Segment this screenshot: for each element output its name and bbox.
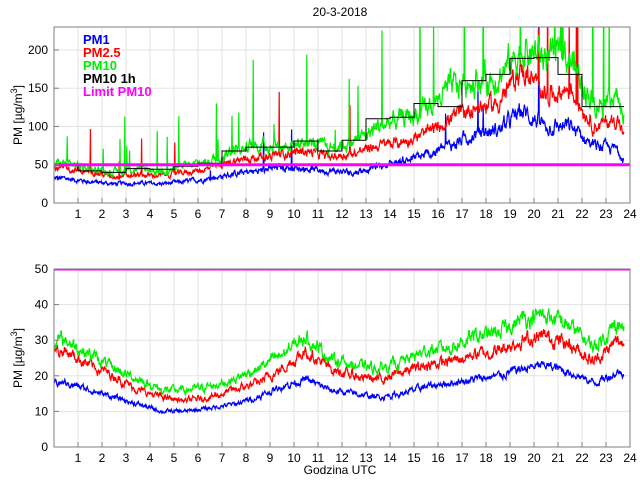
x-tick-label: 24: [623, 451, 637, 465]
x-tick-label: 16: [431, 207, 445, 221]
series-line-pm25: [54, 329, 625, 405]
x-tick-label: 10: [287, 451, 301, 465]
y-tick-label: 0: [41, 196, 48, 210]
x-tick-label: 9: [267, 207, 274, 221]
y-tick-label: 100: [28, 119, 48, 133]
x-tick-label: 1: [75, 451, 82, 465]
x-tick-label: 11: [312, 207, 325, 221]
x-tick-label: 11: [312, 451, 325, 465]
y-tick-label: 50: [35, 158, 49, 172]
x-tick-label: 2: [99, 451, 106, 465]
y-tick-label: 20: [35, 369, 49, 383]
x-tick-label: 3: [123, 451, 130, 465]
x-tick-label: 17: [455, 451, 469, 465]
x-tick-label: 4: [147, 451, 154, 465]
chart-title: 20-3-2018: [313, 5, 368, 19]
y-tick-label: 40: [35, 298, 49, 312]
legend-pm10: PM10: [83, 58, 117, 73]
x-tick-label: 18: [479, 451, 493, 465]
y-tick-label: 200: [28, 43, 48, 57]
x-tick-label: 8: [243, 451, 250, 465]
x-tick-label: 20: [527, 207, 541, 221]
series-group: [54, 269, 630, 415]
series-line-pm1: [54, 27, 625, 188]
x-tick-label: 18: [479, 207, 493, 221]
x-tick-label: 6: [195, 451, 202, 465]
x-tick-label: 7: [219, 207, 226, 221]
x-tick-label: 20: [527, 451, 541, 465]
y-tick-label: 50: [35, 262, 49, 276]
top-chart-panel: 1 2 3 4 5 6 7 8 9 10 11 12 13 14 15 16 17 18 19 20 21 22 23 240…: [9, 26, 637, 221]
x-tick-label: 2: [99, 207, 106, 221]
x-tick-label: 5: [171, 207, 178, 221]
x-tick-label: 8: [243, 207, 250, 221]
legend-pm1: PM1: [83, 32, 110, 47]
series-group: [54, 27, 630, 188]
x-tick-label: 16: [431, 451, 445, 465]
x-tick-label: 12: [335, 451, 349, 465]
legend-limit-pm10: Limit PM10: [83, 84, 152, 99]
x-tick-label: 23: [599, 207, 613, 221]
series-line-pm10: [54, 307, 625, 397]
x-tick-label: 22: [575, 451, 589, 465]
x-tick-label: 15: [407, 207, 421, 221]
x-tick-label: 1: [75, 207, 82, 221]
x-tick-label: 5: [171, 451, 178, 465]
x-tick-label: 9: [267, 451, 274, 465]
x-axis-label: Godzina UTC: [304, 463, 377, 477]
legend: PM1 PM2.5 PM10 PM10 1h Limit PM10: [83, 32, 152, 99]
x-tick-label: 21: [551, 207, 565, 221]
x-tick-label: 19: [503, 451, 517, 465]
x-tick-label: 4: [147, 207, 154, 221]
x-tick-label: 14: [383, 451, 397, 465]
x-tick-label: 13: [359, 207, 373, 221]
x-tick-label: 10: [287, 207, 301, 221]
y-tick-label: 30: [35, 333, 49, 347]
x-tick-label: 15: [407, 451, 421, 465]
x-tick-label: 14: [383, 207, 397, 221]
x-tick-label: 7: [219, 451, 226, 465]
x-tick-label: 24: [623, 207, 637, 221]
series-line-pm1: [54, 360, 625, 415]
legend-pm10-1h: PM10 1h: [83, 71, 136, 86]
x-tick-label: 12: [335, 207, 349, 221]
series-line-pm10-1h: [54, 57, 624, 173]
x-tick-label: 19: [503, 207, 517, 221]
x-tick-label: 17: [455, 207, 469, 221]
series-line-pm10: [54, 27, 625, 179]
y-axis-label: PM [µg/m3]: [9, 85, 25, 145]
x-tick-label: 3: [123, 207, 130, 221]
y-tick-label: 0: [41, 440, 48, 454]
legend-pm25: PM2.5: [83, 45, 121, 60]
x-tick-label: 21: [551, 451, 565, 465]
x-tick-label: 13: [359, 451, 373, 465]
x-tick-label: 6: [195, 207, 202, 221]
series-line-pm25: [54, 27, 625, 181]
y-tick-label: 10: [35, 404, 49, 418]
y-tick-label: 150: [28, 81, 48, 95]
bottom-chart-panel: 1 2 3 4 5 6 7 8 9 10 11 12 13 14 15 16 17 18 19 20 21 22 23 240…: [9, 262, 637, 465]
x-tick-label: 23: [599, 451, 613, 465]
y-axis-label: PM [µg/m3]: [9, 328, 25, 388]
x-tick-label: 22: [575, 207, 589, 221]
